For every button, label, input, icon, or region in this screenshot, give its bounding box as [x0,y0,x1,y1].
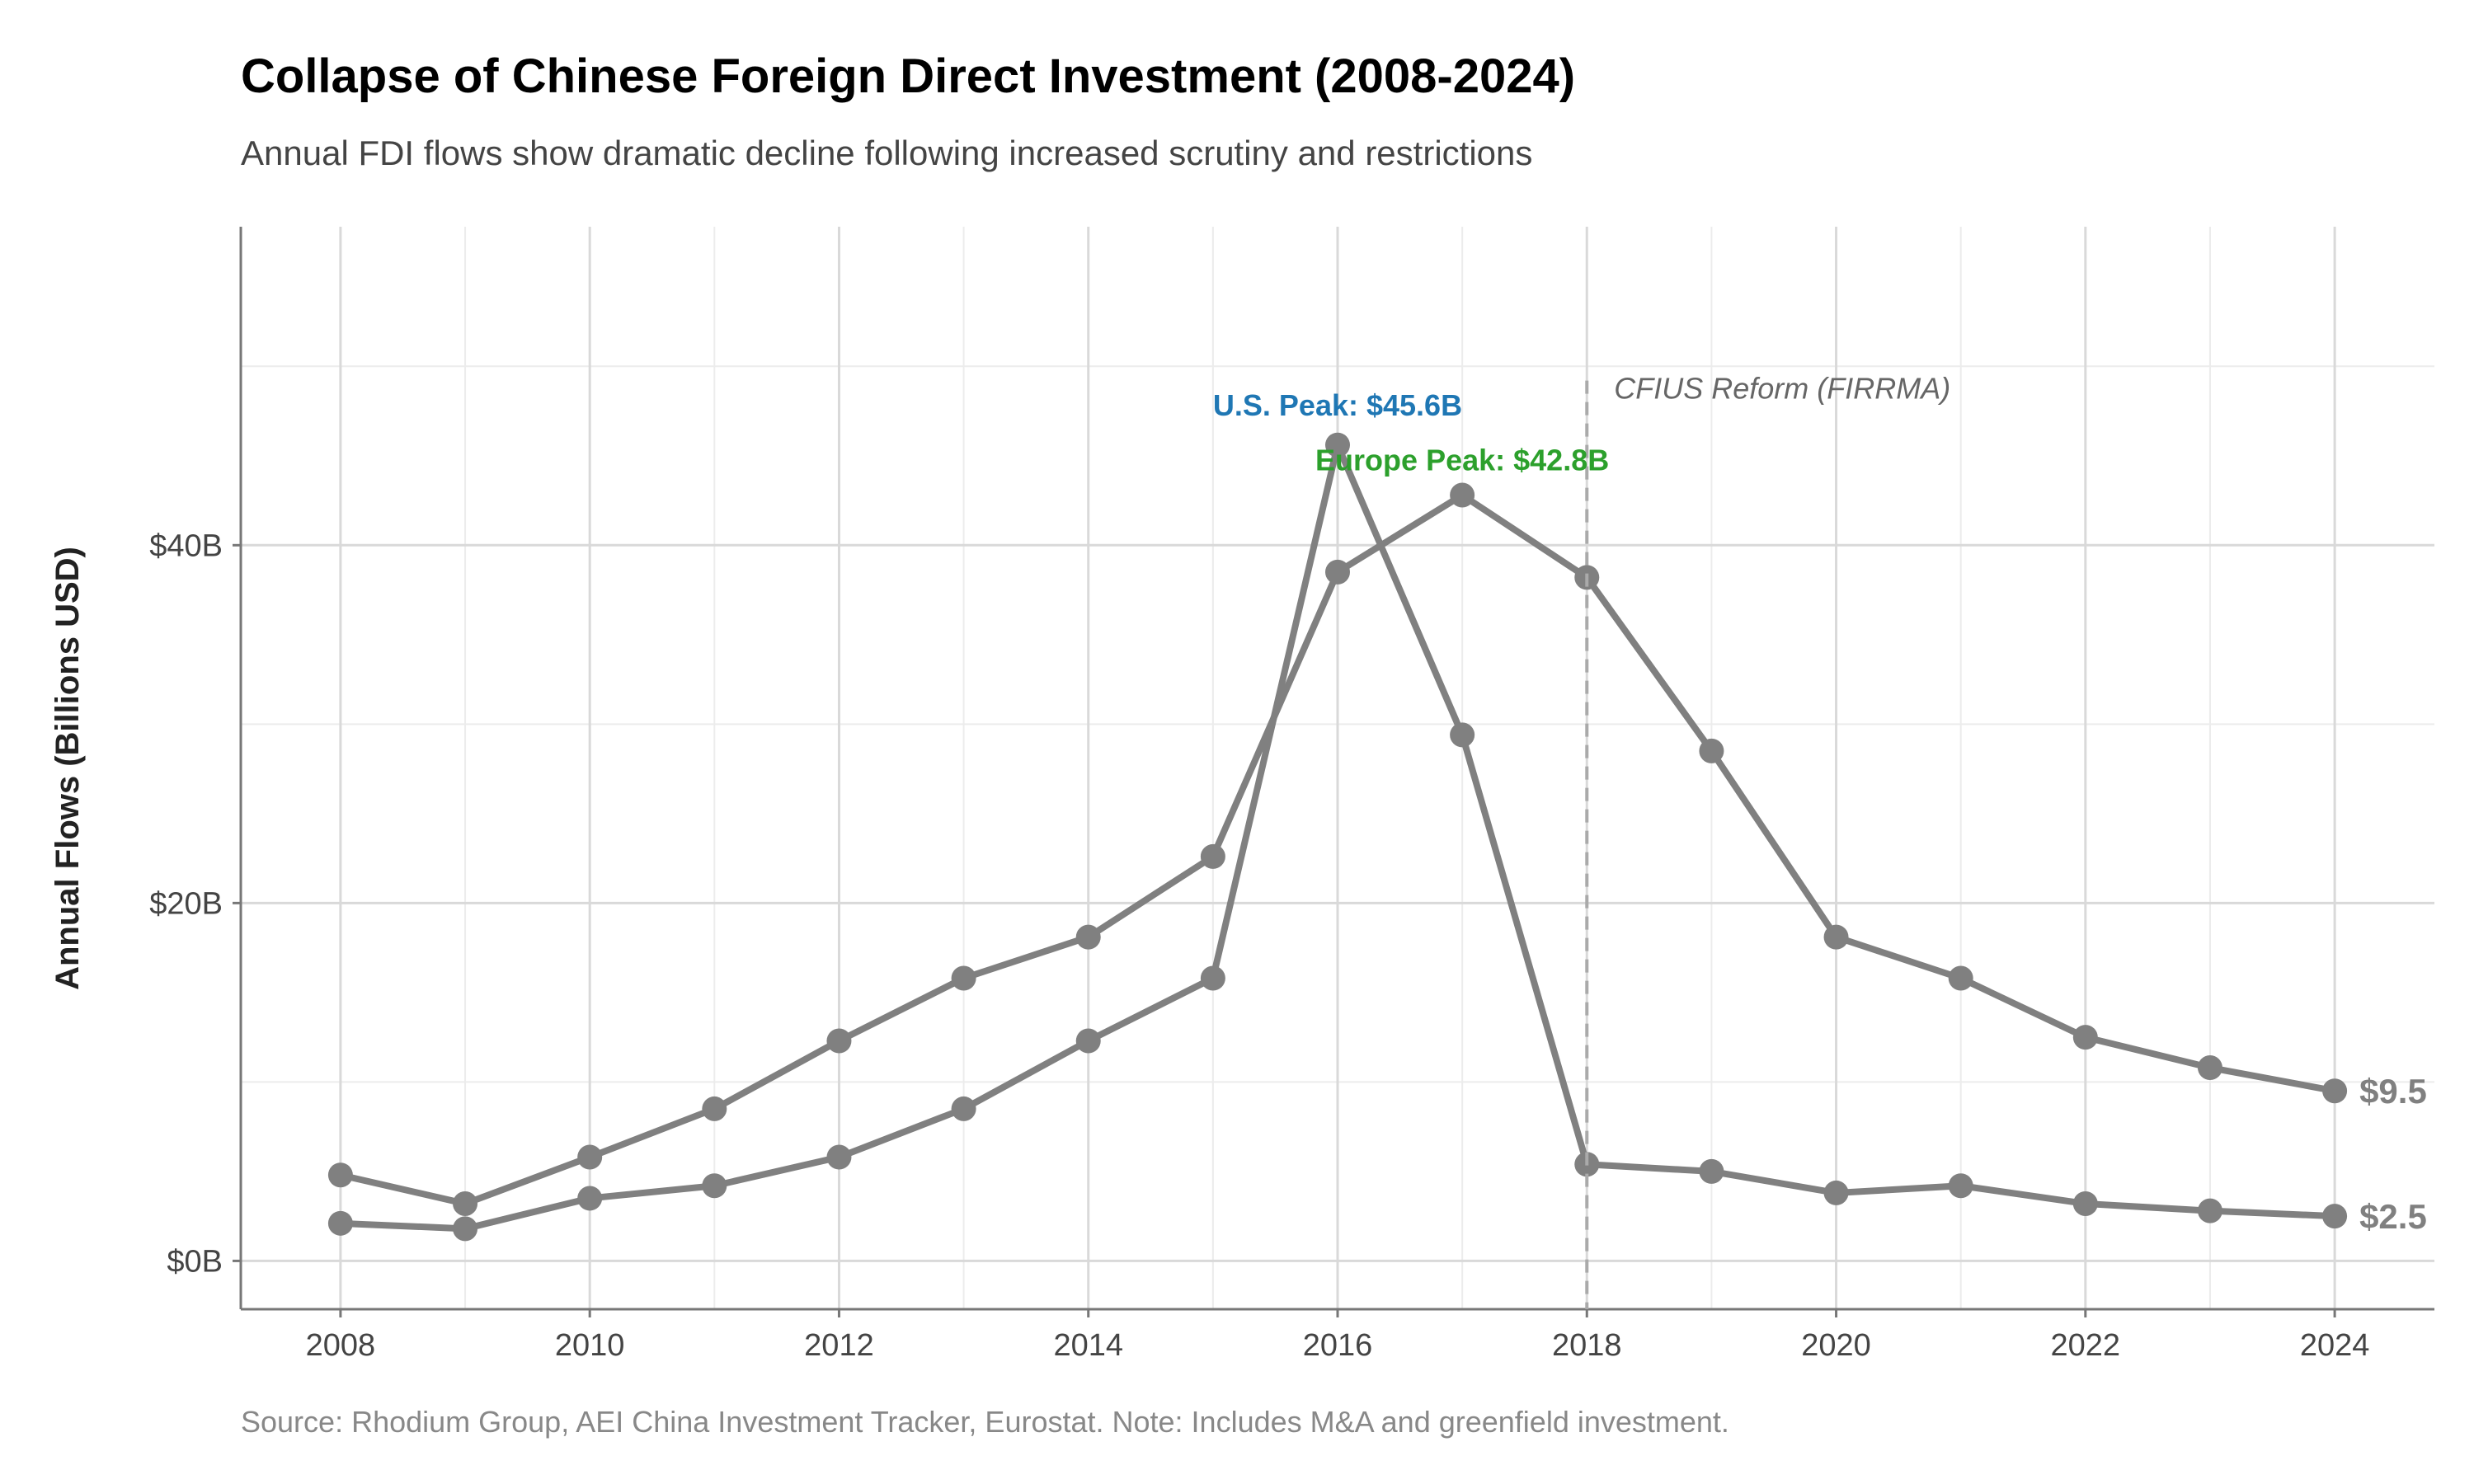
data-point [1075,1028,1101,1054]
data-point [1325,432,1350,458]
x-tick-label: 2012 [804,1328,874,1363]
data-point [2197,1055,2222,1081]
us-peak-label: U.S. Peak: $45.6B [1213,388,1462,422]
cfius-reform-label: CFIUS Reform (FIRRMA) [1614,371,1950,405]
data-point [1200,843,1225,869]
series-group: $2.5 $9.5 [327,432,2427,1242]
data-point [702,1173,727,1199]
data-point [2322,1078,2348,1104]
data-point [577,1144,603,1170]
data-point [826,1144,852,1170]
data-point [327,1210,353,1236]
data-point [2322,1204,2348,1229]
grid [241,227,2434,1309]
x-tick-label: 2010 [555,1328,625,1363]
x-tick-label: 2024 [2300,1328,2370,1363]
data-point [453,1190,478,1216]
data-point [951,965,976,991]
data-point [2072,1025,2098,1050]
chart-title: Collapse of Chinese Foreign Direct Inves… [241,49,1575,103]
data-point [2197,1198,2222,1223]
x-tick-label: 2018 [1552,1328,1622,1363]
data-point [2072,1190,2098,1216]
chart-subtitle: Annual FDI flows show dramatic decline f… [241,134,1532,172]
data-point [826,1028,852,1054]
data-point [577,1186,603,1211]
y-axis-label: Annual Flows (Billions USD) [49,547,86,990]
x-tick-label: 2020 [1801,1328,1871,1363]
end-label: $2.5 [2359,1197,2427,1236]
data-point [1823,1180,1849,1205]
data-point [1450,722,1475,748]
data-point [1699,1158,1724,1184]
data-point [1699,738,1724,763]
data-point [1075,924,1101,950]
data-point [1450,482,1475,508]
data-point [1325,559,1350,585]
data-point [702,1096,727,1121]
caption: Source: Rhodium Group, AEI China Investm… [241,1405,1729,1439]
data-point [1200,965,1225,991]
data-point [951,1096,976,1121]
y-tick-label: $0B [167,1244,223,1279]
data-point [327,1162,353,1188]
x-tick-label: 2016 [1303,1328,1373,1363]
y-tick-label: $40B [149,528,223,563]
x-tick-label: 2014 [1053,1328,1123,1363]
data-point [453,1216,478,1242]
axes: 2008 2010 2012 2014 2016 2018 2020 2022 2024 $0B $… [149,227,2434,1363]
data-point [1823,924,1849,950]
europe-peak-label: Europe Peak: $42.8B [1315,444,1609,477]
x-tick-label: 2008 [306,1328,376,1363]
data-point [1948,965,1973,991]
x-tick-label: 2022 [2051,1328,2121,1363]
annotations: U.S. Peak: $45.6B Europe Peak: $42.8B CFIU… [1213,371,1950,1309]
y-tick-label: $20B [149,886,223,921]
data-point [1948,1173,1973,1199]
end-label: $9.5 [2359,1072,2427,1111]
